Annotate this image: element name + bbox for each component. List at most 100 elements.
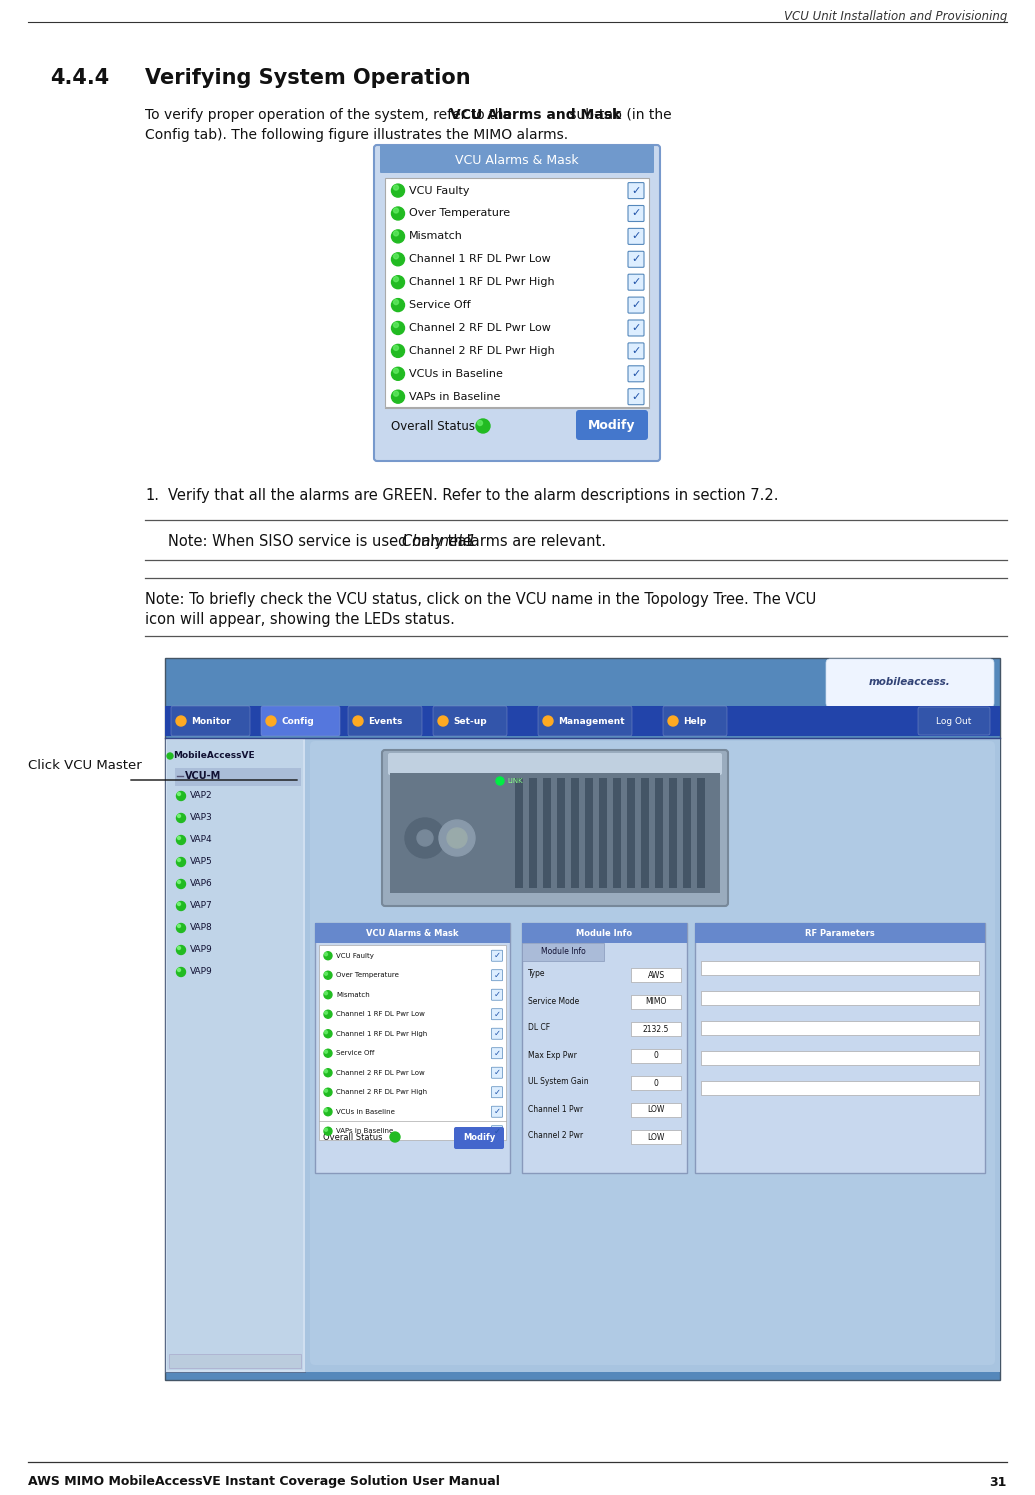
Text: Service Off: Service Off: [336, 1049, 375, 1057]
Text: Modify: Modify: [588, 419, 635, 432]
Circle shape: [325, 1090, 327, 1093]
FancyBboxPatch shape: [305, 739, 1000, 1372]
FancyBboxPatch shape: [631, 1076, 681, 1090]
Circle shape: [324, 1011, 332, 1018]
Circle shape: [177, 903, 180, 906]
Circle shape: [439, 819, 475, 857]
Circle shape: [391, 344, 405, 357]
Text: AWS: AWS: [648, 970, 664, 979]
Text: AWS MIMO MobileAccessVE Instant Coverage Solution User Manual: AWS MIMO MobileAccessVE Instant Coverage…: [28, 1476, 500, 1489]
Circle shape: [543, 716, 553, 727]
Text: Channel 2 Pwr: Channel 2 Pwr: [528, 1132, 583, 1141]
Text: VAP8: VAP8: [190, 924, 213, 933]
Text: MobileAccessVE: MobileAccessVE: [173, 752, 255, 761]
Text: ✓: ✓: [494, 1088, 501, 1097]
Text: Over Temperature: Over Temperature: [336, 972, 398, 978]
FancyBboxPatch shape: [826, 659, 994, 707]
Text: ✓: ✓: [494, 990, 501, 999]
Circle shape: [177, 792, 180, 795]
Circle shape: [324, 1088, 332, 1096]
FancyBboxPatch shape: [585, 777, 593, 888]
Text: Note: To briefly check the VCU status, click on the VCU name in the Topology Tre: Note: To briefly check the VCU status, c…: [145, 592, 817, 607]
Circle shape: [393, 230, 398, 236]
Circle shape: [176, 716, 186, 727]
FancyBboxPatch shape: [655, 777, 663, 888]
Text: alarms are relevant.: alarms are relevant.: [453, 534, 607, 549]
Text: VAPs in Baseline: VAPs in Baseline: [409, 392, 500, 402]
Circle shape: [324, 972, 332, 979]
Circle shape: [325, 972, 327, 975]
Circle shape: [325, 991, 327, 994]
Circle shape: [391, 230, 405, 242]
FancyBboxPatch shape: [628, 205, 644, 221]
Circle shape: [353, 716, 363, 727]
Circle shape: [405, 818, 445, 858]
Text: Monitor: Monitor: [191, 716, 231, 725]
Text: DL CF: DL CF: [528, 1024, 551, 1033]
FancyBboxPatch shape: [522, 922, 687, 943]
FancyBboxPatch shape: [165, 739, 305, 1372]
Circle shape: [393, 277, 398, 281]
Circle shape: [324, 991, 332, 999]
Circle shape: [391, 390, 405, 404]
Text: VAP9: VAP9: [190, 967, 213, 976]
Text: Max Exp Pwr: Max Exp Pwr: [528, 1051, 576, 1060]
FancyBboxPatch shape: [380, 145, 654, 173]
FancyBboxPatch shape: [613, 777, 621, 888]
Circle shape: [496, 777, 504, 785]
Text: ✓: ✓: [631, 208, 641, 218]
FancyBboxPatch shape: [628, 342, 644, 359]
Text: 0: 0: [653, 1051, 658, 1060]
Text: VAP7: VAP7: [190, 901, 213, 910]
FancyBboxPatch shape: [571, 777, 579, 888]
Text: Overall Status: Overall Status: [323, 1133, 383, 1142]
Circle shape: [325, 1070, 327, 1073]
Circle shape: [476, 419, 490, 434]
Text: Config: Config: [280, 716, 314, 725]
FancyBboxPatch shape: [492, 970, 503, 981]
Circle shape: [391, 299, 405, 311]
Text: VCU Faulty: VCU Faulty: [409, 185, 470, 196]
Text: VCU Alarms and Mask: VCU Alarms and Mask: [450, 108, 621, 123]
FancyBboxPatch shape: [631, 996, 681, 1009]
Text: Set-up: Set-up: [453, 716, 486, 725]
FancyBboxPatch shape: [557, 777, 565, 888]
FancyBboxPatch shape: [165, 706, 1000, 736]
Text: Note: When SISO service is used only the: Note: When SISO service is used only the: [168, 534, 476, 549]
FancyBboxPatch shape: [628, 182, 644, 199]
FancyBboxPatch shape: [628, 229, 644, 244]
Text: VAP6: VAP6: [190, 879, 213, 888]
FancyBboxPatch shape: [631, 1130, 681, 1144]
Text: VAPs in Baseline: VAPs in Baseline: [336, 1129, 393, 1135]
Circle shape: [177, 901, 185, 910]
Text: MIMO: MIMO: [645, 997, 667, 1006]
FancyBboxPatch shape: [628, 251, 644, 268]
Text: Verifying System Operation: Verifying System Operation: [145, 67, 471, 88]
Text: VCU Alarms & Mask: VCU Alarms & Mask: [455, 154, 579, 167]
FancyBboxPatch shape: [918, 707, 990, 736]
FancyBboxPatch shape: [492, 1106, 503, 1117]
Circle shape: [393, 208, 398, 212]
FancyBboxPatch shape: [628, 320, 644, 336]
Text: ✓: ✓: [631, 185, 641, 196]
FancyBboxPatch shape: [492, 1048, 503, 1058]
Circle shape: [393, 323, 398, 327]
Circle shape: [177, 858, 180, 861]
FancyBboxPatch shape: [348, 706, 422, 736]
FancyBboxPatch shape: [663, 706, 727, 736]
Circle shape: [391, 321, 405, 335]
Text: Channel 1 RF DL Pwr High: Channel 1 RF DL Pwr High: [336, 1030, 427, 1036]
FancyBboxPatch shape: [315, 922, 510, 1174]
Text: VCUs in Baseline: VCUs in Baseline: [409, 369, 503, 378]
FancyBboxPatch shape: [433, 706, 507, 736]
FancyBboxPatch shape: [628, 274, 644, 290]
FancyBboxPatch shape: [576, 410, 648, 440]
FancyBboxPatch shape: [627, 777, 635, 888]
FancyBboxPatch shape: [175, 768, 301, 786]
Circle shape: [477, 420, 482, 426]
FancyBboxPatch shape: [529, 777, 537, 888]
Circle shape: [177, 815, 180, 818]
Text: Channel 1 Pwr: Channel 1 Pwr: [528, 1105, 583, 1114]
Circle shape: [324, 952, 332, 960]
Text: ✓: ✓: [631, 277, 641, 287]
